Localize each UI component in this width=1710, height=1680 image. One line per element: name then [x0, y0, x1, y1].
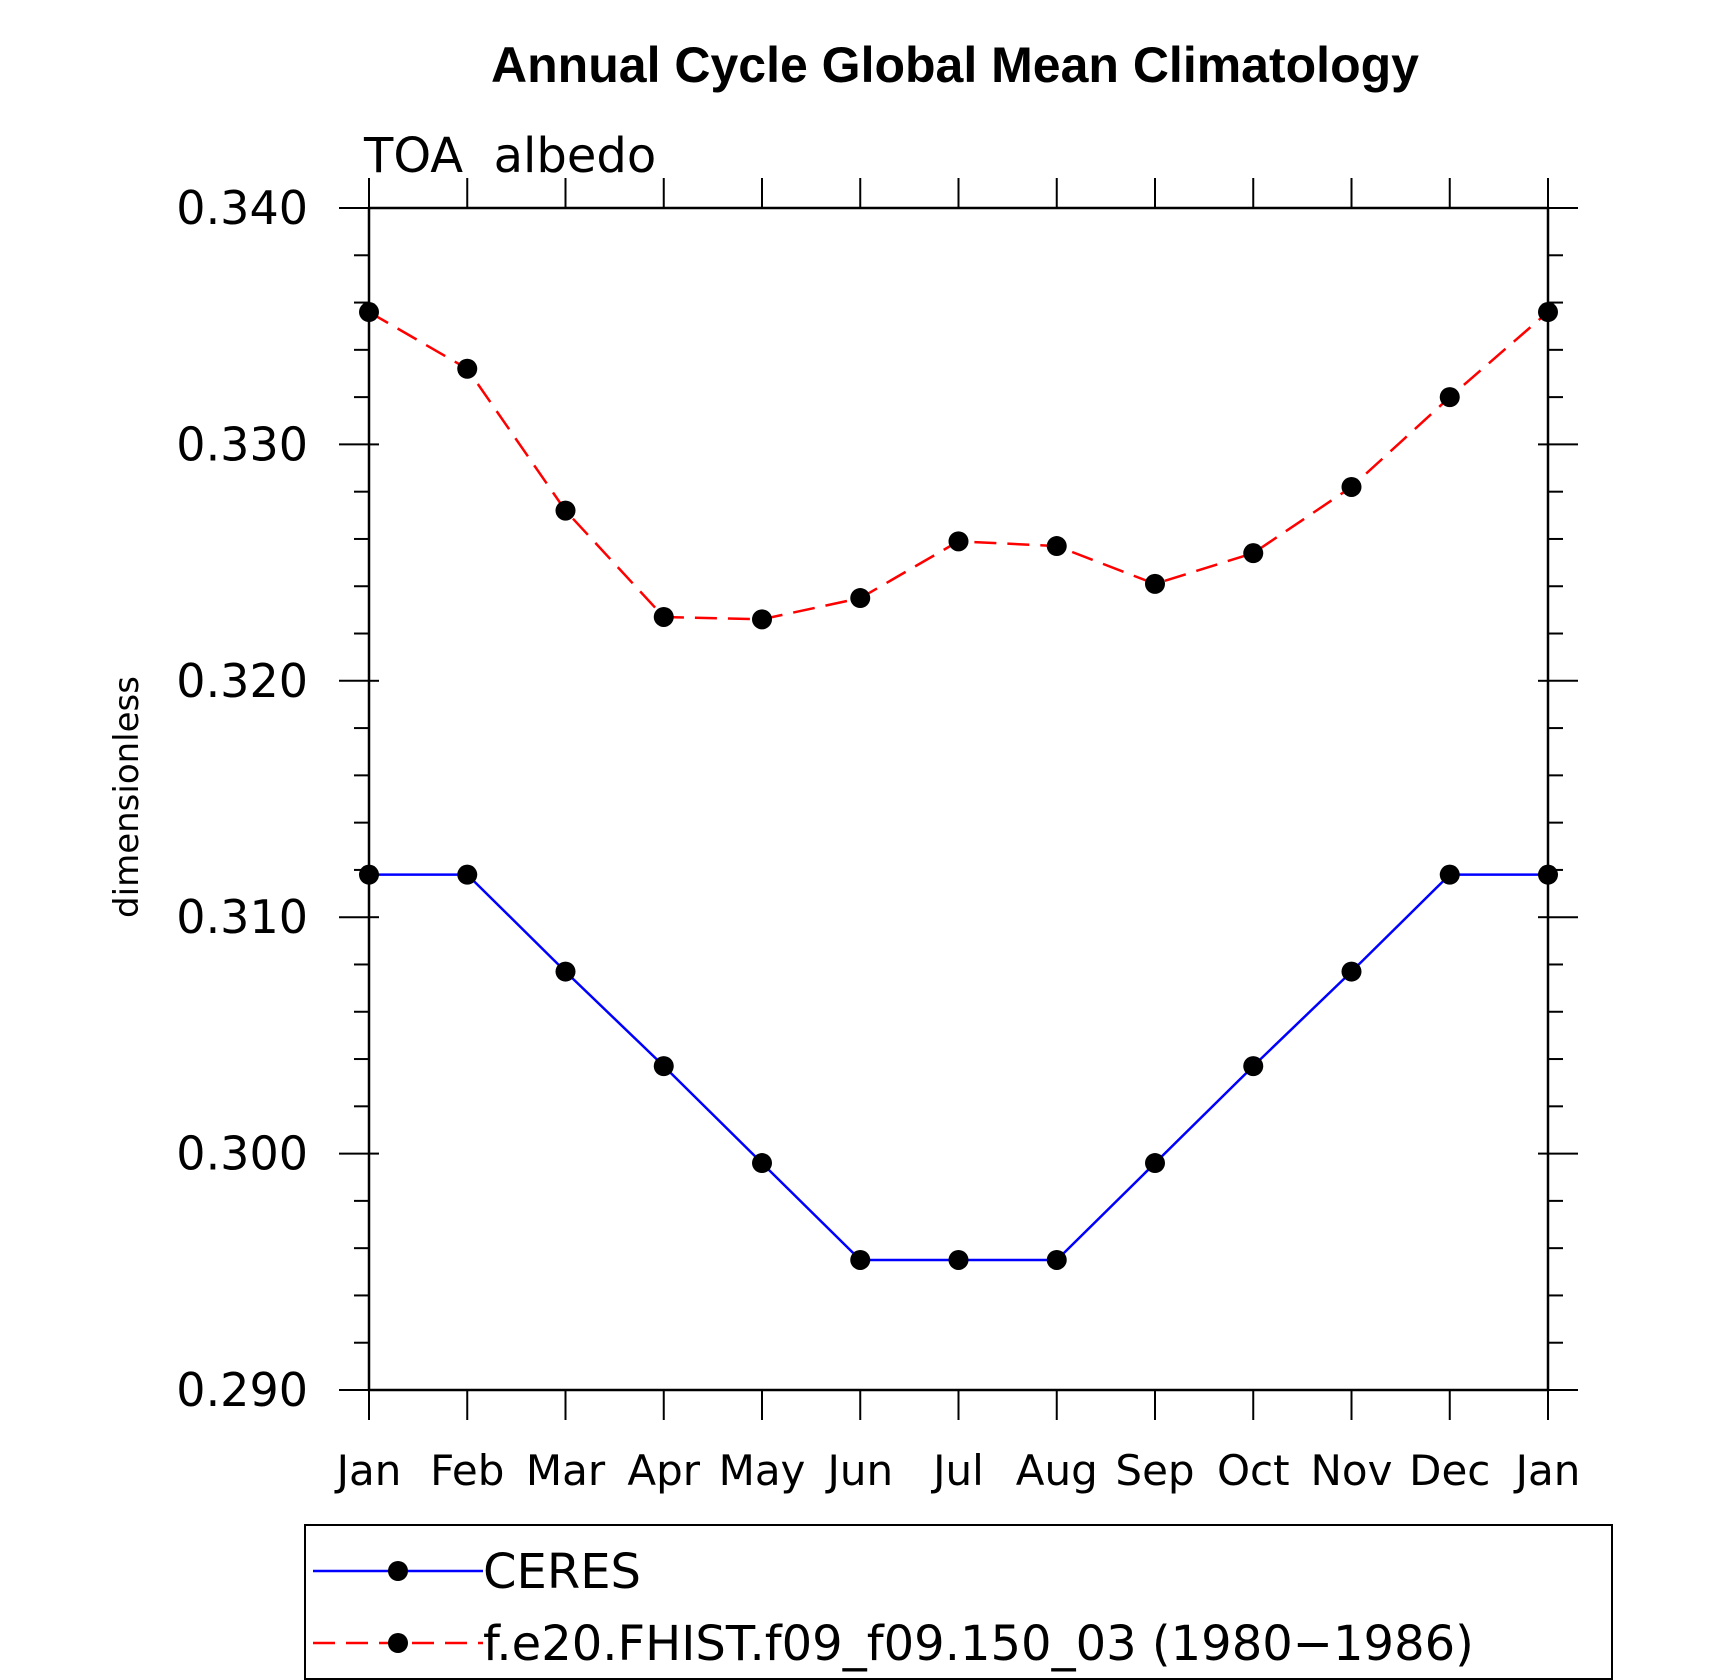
x-tick-label: Jan — [1513, 1446, 1581, 1495]
data-point-model — [555, 500, 576, 521]
tick-marks — [339, 178, 1578, 1420]
data-point-model — [1145, 573, 1165, 594]
y-tick-label: 0.330 — [176, 417, 308, 471]
x-tick-label: Dec — [1409, 1446, 1490, 1495]
plot-frame — [367, 206, 1550, 1392]
y-tick-label: 0.310 — [176, 890, 308, 944]
data-point-model — [850, 588, 871, 609]
x-tick-label: Mar — [526, 1446, 606, 1495]
y-tick-label: 0.300 — [176, 1127, 308, 1181]
data-point-ceres — [1243, 1056, 1264, 1077]
y-tick-label: 0.340 — [176, 181, 308, 235]
data-point-ceres — [1439, 864, 1460, 885]
x-tick-label: Feb — [430, 1446, 504, 1495]
x-tick-label: Jul — [930, 1446, 984, 1495]
x-tick-label: Aug — [1016, 1446, 1098, 1495]
data-point-ceres — [1341, 961, 1362, 982]
y-tick-labels: 0.340 0.330 0.320 0.310 0.300 0.290 — [176, 181, 308, 1417]
y-tick-label: 0.320 — [176, 654, 308, 708]
data-point-ceres — [555, 961, 576, 982]
data-point-ceres — [457, 864, 478, 885]
data-point-ceres — [850, 1249, 871, 1270]
data-point-model — [653, 606, 674, 627]
x-tick-label: Jan — [334, 1446, 402, 1495]
x-tick-label: Nov — [1311, 1446, 1393, 1495]
y-axis-label: dimensionless — [107, 676, 147, 918]
x-tick-label: Jun — [824, 1446, 893, 1495]
legend-marker-ceres — [388, 1561, 408, 1581]
data-point-ceres — [1046, 1249, 1067, 1270]
data-point-model — [752, 609, 772, 630]
series-line-ceres — [369, 873, 1548, 1262]
y-tick-label: 0.290 — [176, 1363, 308, 1417]
x-tick-label: Sep — [1115, 1446, 1194, 1495]
legend-box — [304, 1524, 1613, 1680]
legend-label-ceres: CERES — [483, 1544, 641, 1600]
plot-series — [359, 302, 1558, 1270]
data-point-model — [1046, 536, 1067, 557]
data-point-model — [457, 358, 478, 379]
x-tick-label: Oct — [1217, 1446, 1290, 1495]
chart-title: Annual Cycle Global Mean Climatology — [491, 37, 1419, 93]
data-point-ceres — [653, 1056, 674, 1077]
x-tick-labels: Jan Feb Mar Apr May Jun Jul Aug Sep Oct Nov Dec Jan — [334, 1446, 1581, 1495]
chart-subtitle: TOA albedo — [363, 128, 656, 184]
data-point-ceres — [948, 1249, 969, 1270]
x-tick-label: Apr — [627, 1446, 700, 1495]
legend-label-model: f.e20.FHIST.f09_f09.150_03 (1980−1986) — [483, 1616, 1474, 1672]
data-point-model — [1341, 476, 1362, 497]
x-tick-label: May — [719, 1446, 806, 1495]
data-point-ceres — [752, 1153, 772, 1174]
legend-marker-model — [388, 1633, 408, 1653]
data-point-ceres — [1145, 1153, 1165, 1174]
series-line-model — [368, 310, 1549, 621]
legend: CERES f.e20.FHIST.f09_f09.150_03 (1980−1… — [304, 1524, 1613, 1680]
data-point-model — [1243, 543, 1264, 564]
data-point-model — [948, 531, 969, 552]
data-point-model — [1439, 387, 1460, 408]
